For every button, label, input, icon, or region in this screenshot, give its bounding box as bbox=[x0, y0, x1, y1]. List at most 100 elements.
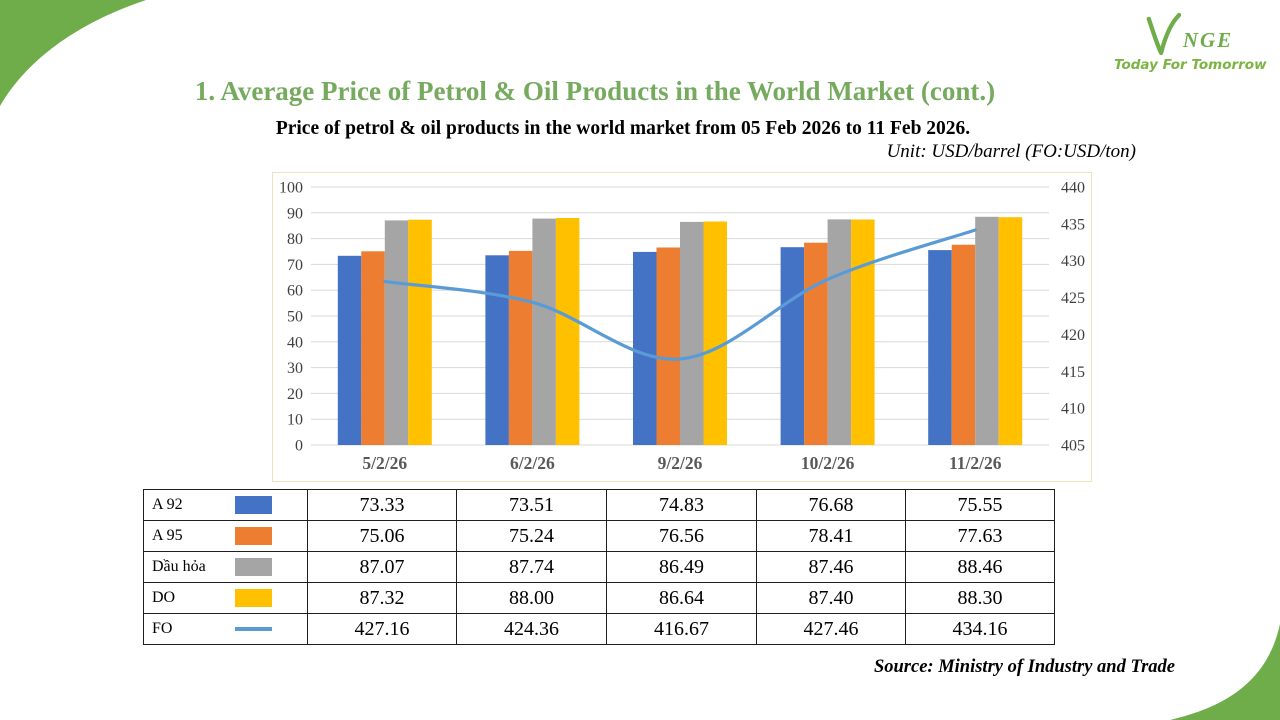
right-axis-tick: 435 bbox=[1061, 216, 1085, 233]
left-axis-tick: 40 bbox=[287, 334, 303, 351]
legend-cell: DO bbox=[143, 582, 308, 614]
x-axis-label: 5/2/26 bbox=[362, 453, 407, 473]
logo-name: NGE bbox=[1182, 28, 1234, 52]
right-axis-tick: 410 bbox=[1061, 401, 1085, 418]
value-cell: 78.41 bbox=[756, 520, 906, 552]
table-row-a-95: A 95 75.06 75.24 76.56 78.41 77.63 bbox=[143, 520, 1055, 552]
left-axis-tick: 80 bbox=[287, 231, 303, 248]
bar-a-92 bbox=[928, 250, 952, 445]
series-label: A 92 bbox=[152, 496, 183, 513]
left-axis-tick: 20 bbox=[287, 386, 303, 403]
legend-color-swatch bbox=[235, 527, 272, 545]
legend-color-swatch bbox=[235, 589, 272, 607]
right-axis-tick: 415 bbox=[1061, 364, 1085, 381]
bar-dầu-hỏa bbox=[827, 219, 852, 445]
bar-a-92 bbox=[780, 247, 805, 445]
value-cell: 88.00 bbox=[456, 582, 607, 614]
bar-a-95 bbox=[508, 250, 533, 445]
right-axis-tick: 420 bbox=[1061, 327, 1085, 344]
value-cell: 87.07 bbox=[307, 551, 457, 583]
left-axis-tick: 70 bbox=[287, 257, 303, 274]
value-cell: 75.06 bbox=[307, 520, 457, 552]
bar-a-95 bbox=[804, 242, 828, 445]
value-cell: 88.46 bbox=[905, 551, 1055, 583]
bar-a-92 bbox=[485, 255, 509, 445]
left-axis-tick: 0 bbox=[295, 438, 303, 455]
table-row-a-92: A 92 73.33 73.51 74.83 76.68 75.55 bbox=[143, 489, 1055, 521]
legend-line-swatch bbox=[235, 627, 272, 631]
legend-cell: Dầu hỏa bbox=[143, 551, 308, 583]
value-cell: 73.51 bbox=[456, 489, 607, 521]
table-row-dầu-hỏa: Dầu hỏa 87.07 87.74 86.49 87.46 88.46 bbox=[143, 551, 1055, 583]
legend-cell: FO bbox=[143, 613, 308, 645]
value-cell: 77.63 bbox=[905, 520, 1055, 552]
left-axis-tick: 30 bbox=[287, 360, 303, 377]
value-cell: 87.46 bbox=[756, 551, 906, 583]
unit-note: Unit: USD/barrel (FO:USD/ton) bbox=[886, 141, 1136, 162]
value-cell: 73.33 bbox=[307, 489, 457, 521]
slide-title: 1. Average Price of Petrol & Oil Product… bbox=[194, 76, 996, 106]
legend-cell: A 92 bbox=[143, 489, 308, 521]
series-label: A 95 bbox=[152, 527, 183, 544]
value-cell: 434.16 bbox=[905, 613, 1055, 645]
data-table: A 92 73.33 73.51 74.83 76.68 75.55 A 95 75.06 75… bbox=[143, 489, 1055, 645]
legend-cell: A 95 bbox=[143, 520, 308, 552]
bar-dầu-hỏa bbox=[975, 216, 999, 445]
value-cell: 416.67 bbox=[606, 613, 757, 645]
value-cell: 87.32 bbox=[307, 582, 457, 614]
logo-wordmark: NGE bbox=[1114, 12, 1264, 56]
bar-do bbox=[998, 217, 1023, 445]
value-cell: 87.74 bbox=[456, 551, 607, 583]
bar-a-95 bbox=[361, 251, 385, 445]
x-axis-label: 6/2/26 bbox=[510, 453, 555, 473]
value-cell: 87.40 bbox=[756, 582, 906, 614]
value-cell: 427.16 bbox=[307, 613, 457, 645]
logo-tagline: Today For Tomorrow bbox=[1114, 57, 1267, 73]
series-label: Dầu hỏa bbox=[152, 558, 206, 575]
legend-color-swatch bbox=[235, 496, 272, 514]
value-cell: 76.68 bbox=[756, 489, 906, 521]
right-axis-tick: 405 bbox=[1061, 438, 1085, 455]
left-axis-tick: 50 bbox=[287, 309, 303, 326]
table-row-fo: FO 427.16 424.36 416.67 427.46 434.16 bbox=[143, 613, 1055, 645]
value-cell: 76.56 bbox=[606, 520, 757, 552]
series-label: DO bbox=[152, 589, 176, 606]
x-axis-label: 11/2/26 bbox=[949, 453, 1002, 473]
value-cell: 86.64 bbox=[606, 582, 757, 614]
bar-a-95 bbox=[656, 247, 680, 445]
bar-a-92 bbox=[633, 251, 657, 445]
legend-color-swatch bbox=[235, 558, 272, 576]
bar-dầu-hỏa bbox=[532, 218, 556, 445]
swoosh-shape bbox=[1170, 624, 1280, 720]
x-axis-label: 9/2/26 bbox=[658, 453, 703, 473]
bar-dầu-hỏa bbox=[680, 221, 704, 445]
corner-swoosh-bottom-right bbox=[1170, 624, 1280, 720]
bar-a-95 bbox=[951, 244, 976, 445]
left-axis-tick: 100 bbox=[279, 180, 303, 197]
chart-title: Price of petrol & oil products in the wo… bbox=[275, 118, 971, 139]
bar-do bbox=[408, 219, 432, 445]
value-cell: 75.55 bbox=[905, 489, 1055, 521]
left-axis-tick: 60 bbox=[287, 283, 303, 300]
logo-v-icon bbox=[1146, 12, 1181, 56]
bar-do bbox=[555, 218, 580, 445]
source-note: Source: Ministry of Industry and Trade bbox=[873, 657, 1175, 677]
value-cell: 88.30 bbox=[905, 582, 1055, 614]
value-cell: 75.24 bbox=[456, 520, 607, 552]
bar-do bbox=[703, 221, 727, 445]
left-axis-tick: 90 bbox=[287, 205, 303, 222]
table-row-do: DO 87.32 88.00 86.64 87.40 88.30 bbox=[143, 582, 1055, 614]
combo-chart: 0 10 20 30 40 50 60 70 80 90 100 405 410 415 420 425 430… bbox=[272, 172, 1092, 482]
right-axis-tick: 430 bbox=[1061, 253, 1085, 270]
right-axis-tick: 440 bbox=[1061, 180, 1085, 197]
value-cell: 74.83 bbox=[606, 489, 757, 521]
bar-do bbox=[851, 219, 875, 445]
value-cell: 424.36 bbox=[456, 613, 607, 645]
bar-dầu-hỏa bbox=[384, 220, 409, 445]
x-axis-label: 10/2/26 bbox=[801, 453, 855, 473]
line-fo bbox=[383, 228, 977, 361]
logo-vnge: NGE Today For Tomorrow bbox=[1114, 12, 1267, 73]
left-axis-tick: 10 bbox=[287, 412, 303, 429]
series-label: FO bbox=[152, 620, 173, 637]
chart-canvas: 0 10 20 30 40 50 60 70 80 90 100 405 410 415 420 425 430… bbox=[279, 180, 1085, 474]
